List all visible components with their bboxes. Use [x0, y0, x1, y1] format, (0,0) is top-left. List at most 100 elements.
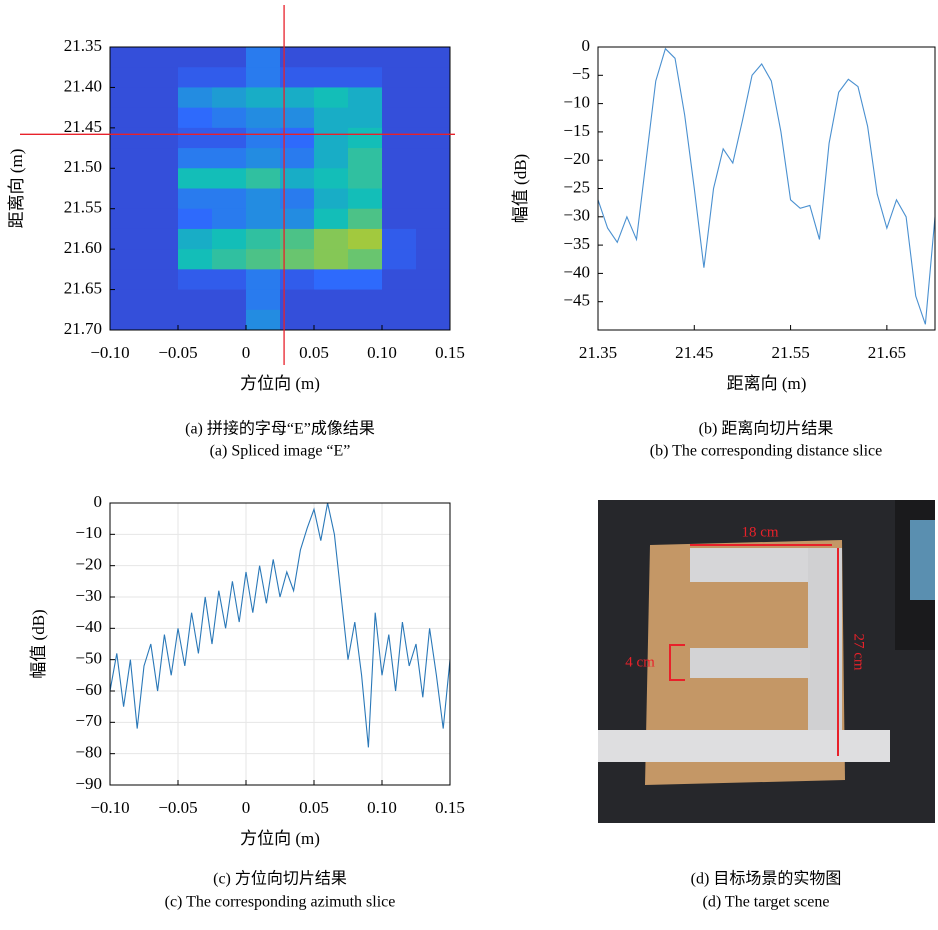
y-tick-label: −10 — [75, 523, 102, 542]
heatmap-cell — [212, 310, 247, 331]
heatmap-cell — [178, 269, 213, 290]
heatmap-cell — [382, 229, 417, 250]
caption: (b) 距离向切片结果 — [699, 420, 834, 438]
caption: (a) Spliced image “E” — [210, 443, 351, 460]
x-tick-label: −0.10 — [90, 343, 129, 362]
heatmap-cell — [178, 128, 213, 149]
heatmap-cell — [110, 290, 145, 311]
y-tick-label: −15 — [563, 121, 590, 140]
heatmap-cell — [314, 229, 349, 250]
heatmap-cell — [178, 108, 213, 129]
heatmap-cell — [280, 189, 315, 210]
heatmap-cell — [314, 128, 349, 149]
heatmap-cell — [212, 229, 247, 250]
y-tick-label: −25 — [563, 177, 590, 196]
y-tick-label: −35 — [563, 234, 590, 253]
y-tick-label: −20 — [75, 555, 102, 574]
heatmap-cell — [110, 209, 145, 230]
heatmap-cell — [144, 108, 179, 129]
heatmap-cell — [110, 229, 145, 250]
y-tick-label: −60 — [75, 680, 102, 699]
heatmap-cell — [144, 67, 179, 88]
y-tick-label: −40 — [563, 262, 590, 281]
y-tick-label: 21.55 — [64, 198, 102, 217]
heatmap-cell — [348, 189, 383, 210]
heatmap-cell — [178, 229, 213, 250]
heatmap-cell — [110, 108, 145, 129]
heatmap-cell — [144, 229, 179, 250]
heatmap-cell — [416, 47, 451, 68]
heatmap-cell — [280, 310, 315, 331]
heatmap-cell — [212, 67, 247, 88]
heatmap-cell — [110, 269, 145, 290]
annotation: 27 cm — [851, 633, 867, 670]
heatmap-cell — [348, 87, 383, 108]
heatmap-cell — [348, 209, 383, 230]
heatmap-cell — [280, 108, 315, 129]
caption: (d) 目标场景的实物图 — [691, 870, 842, 888]
heatmap-cell — [144, 290, 179, 311]
heatmap-cell — [212, 87, 247, 108]
heatmap-cell — [110, 148, 145, 169]
heatmap-cell — [280, 168, 315, 189]
chart: −0.10−0.0500.050.100.1521.3521.4021.4521… — [7, 5, 465, 460]
x-axis-label: 方位向 (m) — [240, 829, 320, 848]
heatmap-cell — [246, 189, 281, 210]
heatmap-cell — [314, 209, 349, 230]
annotation: 18 cm — [741, 524, 778, 540]
caption: (c) 方位向切片结果 — [213, 870, 347, 888]
heatmap-cell — [212, 148, 247, 169]
heatmap-cell — [314, 249, 349, 270]
heatmap-cell — [416, 310, 451, 331]
heatmap-cell — [246, 310, 281, 331]
heatmap-cell — [348, 168, 383, 189]
y-tick-label: −70 — [75, 711, 102, 730]
y-tick-label: 21.40 — [64, 76, 102, 95]
heatmap-cell — [144, 148, 179, 169]
y-tick-label: −45 — [563, 291, 590, 310]
heatmap-cell — [144, 269, 179, 290]
heatmap-cell — [280, 148, 315, 169]
y-axis-label: 幅值 (dB) — [511, 154, 530, 223]
heatmap-cell — [314, 168, 349, 189]
heatmap-cell — [178, 47, 213, 68]
heatmap-cell — [314, 189, 349, 210]
heatmap-cell — [246, 47, 281, 68]
heatmap-cell — [280, 290, 315, 311]
x-tick-label: 0.15 — [435, 343, 465, 362]
x-tick-label: −0.10 — [90, 798, 129, 817]
heatmap-cell — [348, 310, 383, 331]
heatmap-cell — [382, 47, 417, 68]
heatmap-cell — [280, 128, 315, 149]
heatmap-cell — [110, 128, 145, 149]
heatmap-cell — [246, 269, 281, 290]
heatmap-cell — [212, 209, 247, 230]
heatmap-cell — [246, 290, 281, 311]
heatmap-cell — [314, 87, 349, 108]
heatmap-cell — [246, 229, 281, 250]
heatmap-cell — [280, 47, 315, 68]
y-axis-label: 距离向 (m) — [7, 149, 26, 229]
heatmap-cell — [178, 310, 213, 331]
heatmap-cell — [178, 290, 213, 311]
heatmap-cell — [382, 148, 417, 169]
y-tick-label: 0 — [582, 36, 591, 55]
heatmap-cell — [178, 148, 213, 169]
heatmap-cell — [416, 67, 451, 88]
heatmap-cell — [382, 209, 417, 230]
heatmap-cell — [348, 67, 383, 88]
heatmap-cell — [382, 108, 417, 129]
heatmap-cell — [382, 290, 417, 311]
heatmap-cell — [246, 128, 281, 149]
heatmap-cell — [178, 209, 213, 230]
plot-frame — [110, 503, 450, 785]
heatmap-cell — [246, 87, 281, 108]
line — [110, 503, 450, 747]
y-tick-label: −90 — [75, 774, 102, 793]
heatmap-cell — [314, 47, 349, 68]
heatmap-cell — [348, 229, 383, 250]
heatmap-cell — [416, 128, 451, 149]
heatmap-cell — [314, 67, 349, 88]
x-tick-label: 21.65 — [868, 343, 906, 362]
heatmap-cell — [178, 249, 213, 270]
